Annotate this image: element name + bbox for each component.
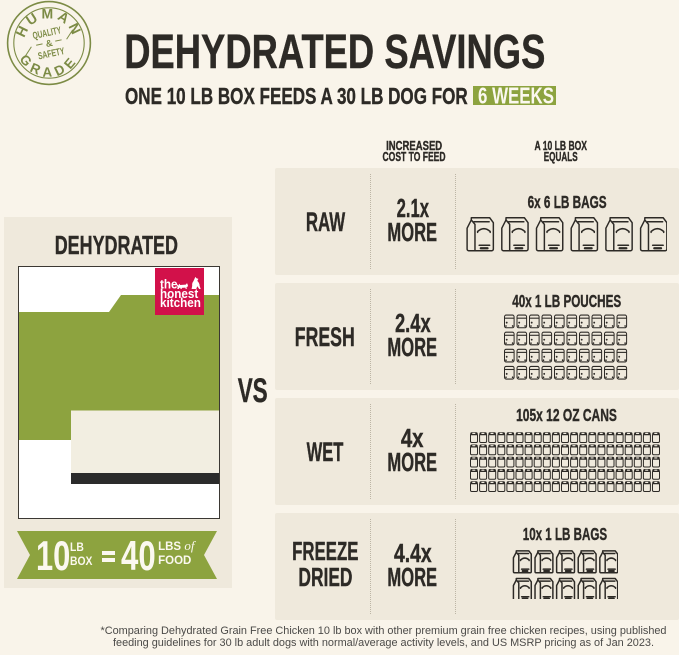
- svg-text:kitchen: kitchen: [160, 295, 201, 310]
- svg-text:&: &: [45, 38, 54, 50]
- svg-text:the: the: [160, 276, 178, 291]
- svg-text:honest: honest: [160, 286, 198, 301]
